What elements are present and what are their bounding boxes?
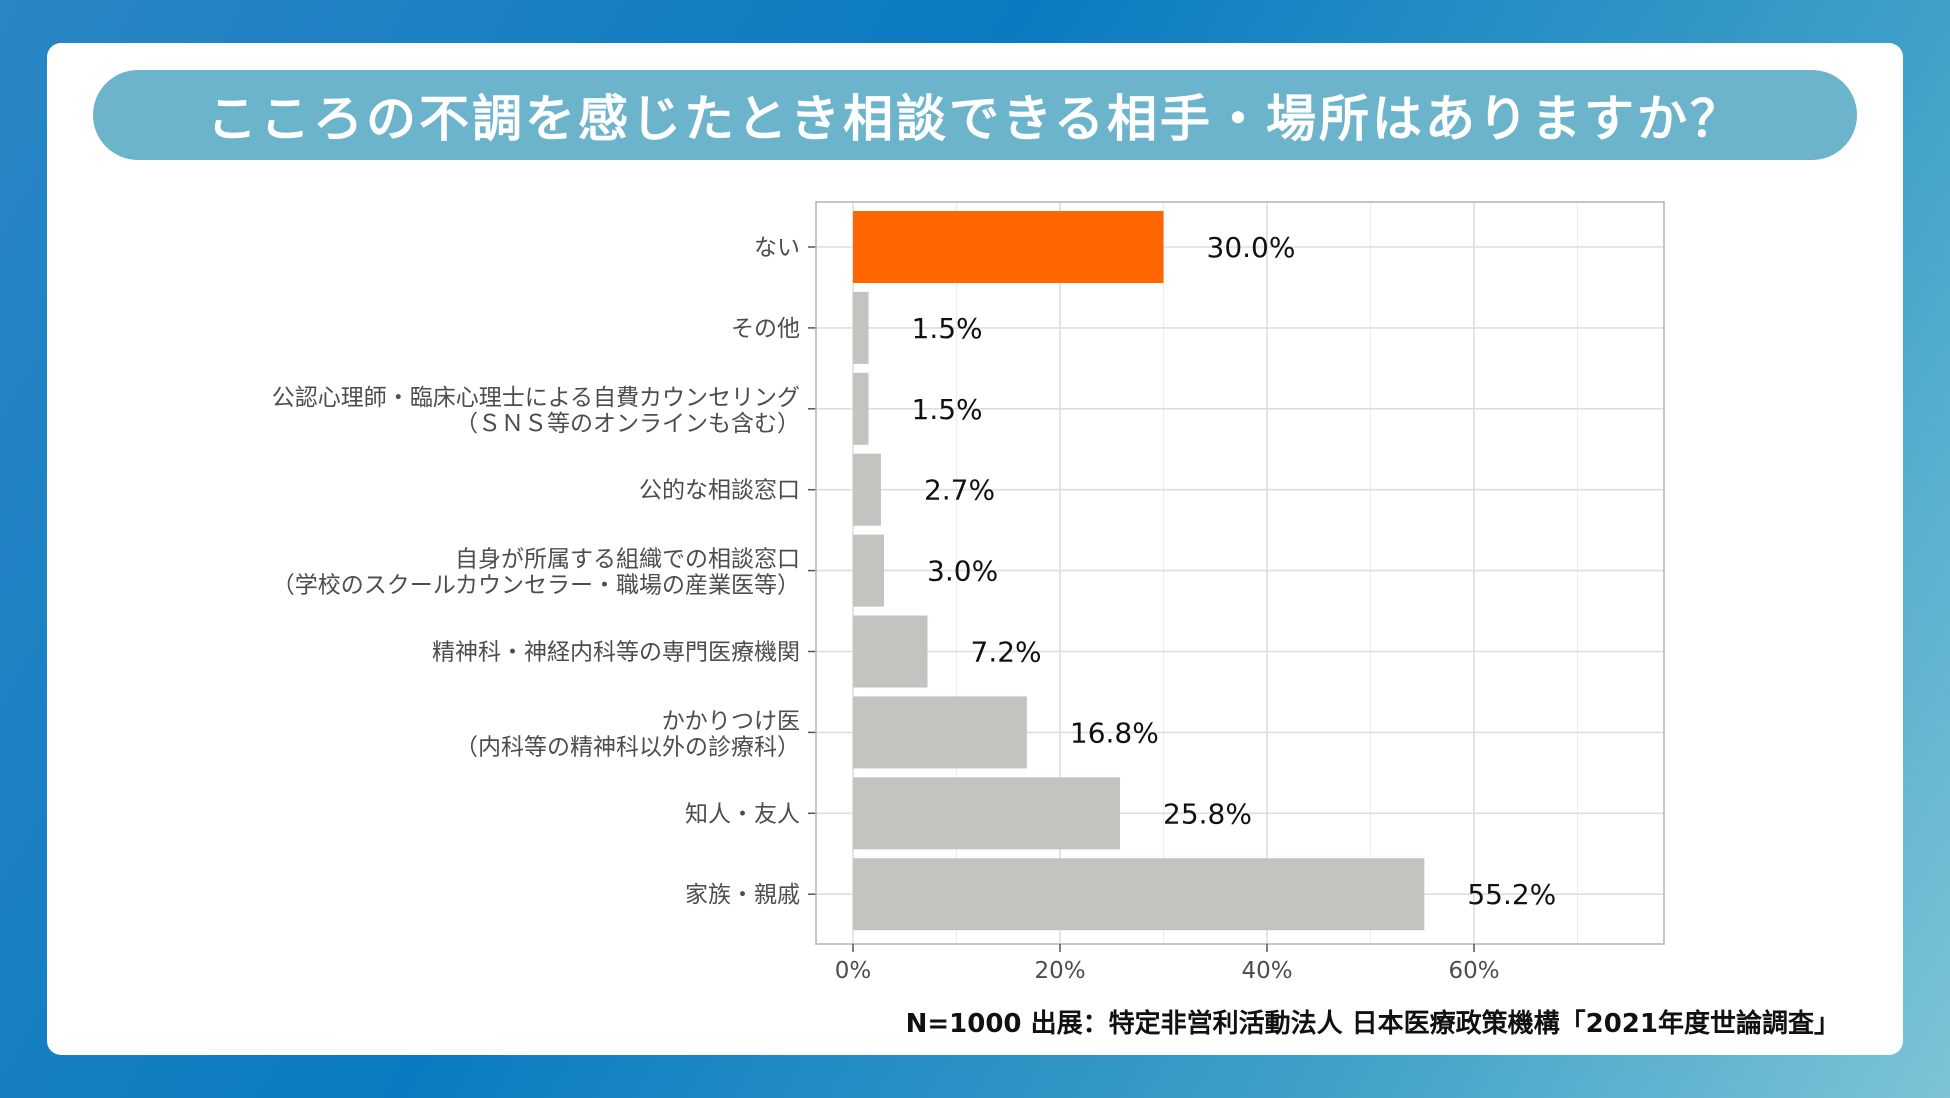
x-tick-label: 60% [1448,958,1499,984]
source-note: N=1000 出展：特定非営利活動法人 日本医療政策機構「2021年度世論調査」 [905,1009,1840,1039]
bar-value-label: 30.0% [1207,231,1296,264]
bar-value-label: 55.2% [1467,878,1556,911]
bar [853,453,881,526]
bar-value-label: 7.2% [971,636,1042,669]
category-label: 公認心理師・臨床心理士による自費カウンセリング [272,385,800,411]
title-banner: こころの不調を感じたとき相談できる相手・場所はありますか？ [93,70,1857,160]
category-label: （ＳＮＳ等のオンラインも含む） [455,411,800,437]
category-label: かかりつけ医 [662,708,800,734]
category-label: （内科等の精神科以外の診療科） [455,734,800,760]
bar [853,534,885,607]
bar-value-label: 25.8% [1163,797,1252,830]
category-label: その他 [731,316,800,342]
bar [853,696,1027,769]
bar [853,291,869,364]
bar-chart: 30.0% ない 1.5% その他 1.5% 公認心理師・臨床心理士による自費カウンセリン… [272,201,1665,984]
bar [853,615,928,688]
page-title: こころの不調を感じたとき相談できる相手・場所はありますか？ [207,90,1743,148]
bar [853,372,869,445]
category-label: 精神科・神経内科等の専門医療機関 [432,640,800,666]
x-tick-label: 0% [835,958,872,984]
category-label: 公的な相談窓口 [639,478,800,504]
plot-border [815,201,1665,945]
category-label: 知人・友人 [685,801,800,827]
bar [853,211,1164,283]
bar-value-label: 3.0% [927,555,998,588]
category-label: 自身が所属する組織での相談窓口 [455,547,800,573]
category-label: ない [754,235,800,261]
bar-value-label: 16.8% [1070,716,1159,749]
category-label: 家族・親戚 [685,882,800,908]
bar-value-label: 2.7% [924,474,995,507]
x-tick-label: 40% [1241,958,1292,984]
category-label: （学校のスクールカウンセラー・職場の産業医等） [272,573,800,599]
x-tick-label: 20% [1034,958,1085,984]
bar [853,777,1121,850]
bar [853,858,1425,931]
bar-value-label: 1.5% [912,312,983,345]
bar-value-label: 1.5% [912,393,983,426]
